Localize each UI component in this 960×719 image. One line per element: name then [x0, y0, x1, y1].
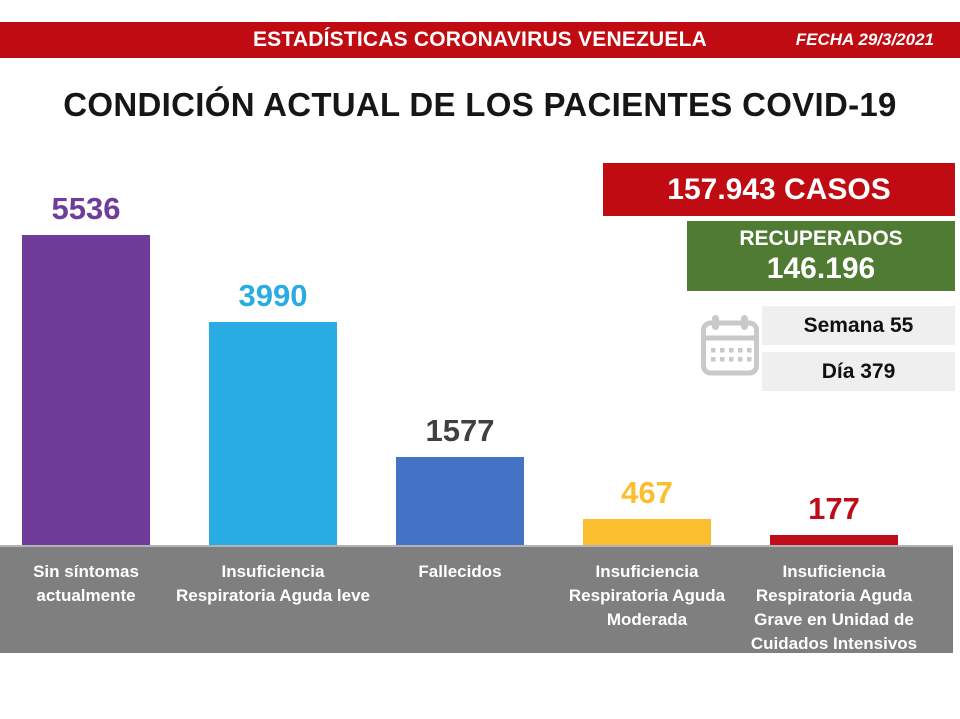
bar-value-label-3: 467 — [621, 475, 673, 510]
recovered-badge: RECUPERADOS 146.196 — [687, 221, 955, 291]
bar-4 — [770, 535, 898, 545]
category-labels-panel: Sin síntomas actualmente Insuficiencia Resp… — [0, 545, 953, 653]
day-strip: Día 379 — [762, 352, 955, 391]
bar-value-label-2: 1577 — [425, 413, 495, 448]
bar-2 — [396, 457, 524, 545]
recovered-label: RECUPERADOS — [739, 227, 903, 250]
category-label-1: Insuficiencia Respiratoria Aguda leve — [176, 562, 370, 605]
category-label-4: Insuficiencia Respiratoria Aguda Grave en … — [750, 562, 918, 653]
header-date: FECHA 29/3/2021 — [795, 30, 934, 49]
bar-value-label-0: 5536 — [51, 191, 121, 226]
bar-0 — [22, 235, 150, 545]
week-strip: Semana 55 — [762, 306, 955, 345]
category-label-2: Fallecidos — [418, 562, 502, 581]
calendar-icon — [701, 315, 759, 376]
category-label-3: Insuficiencia Respiratoria Aguda Moderada — [568, 562, 726, 629]
total-cases-badge: 157.943 CASOS — [603, 163, 955, 216]
bar-value-label-4: 177 — [808, 491, 860, 526]
category-label-0: Sin síntomas actualmente — [33, 562, 139, 605]
header-title: ESTADÍSTICAS CORONAVIRUS VENEZUELA — [252, 28, 708, 51]
bar-3 — [583, 519, 711, 545]
header-bar: ESTADÍSTICAS CORONAVIRUS VENEZUELA FECHA… — [0, 22, 960, 58]
bar-1 — [209, 322, 337, 545]
page-title: CONDICIÓN ACTUAL DE LOS PACIENTES COVID-… — [63, 86, 897, 123]
bar-value-label-1: 3990 — [238, 278, 308, 313]
recovered-value: 146.196 — [766, 252, 876, 285]
